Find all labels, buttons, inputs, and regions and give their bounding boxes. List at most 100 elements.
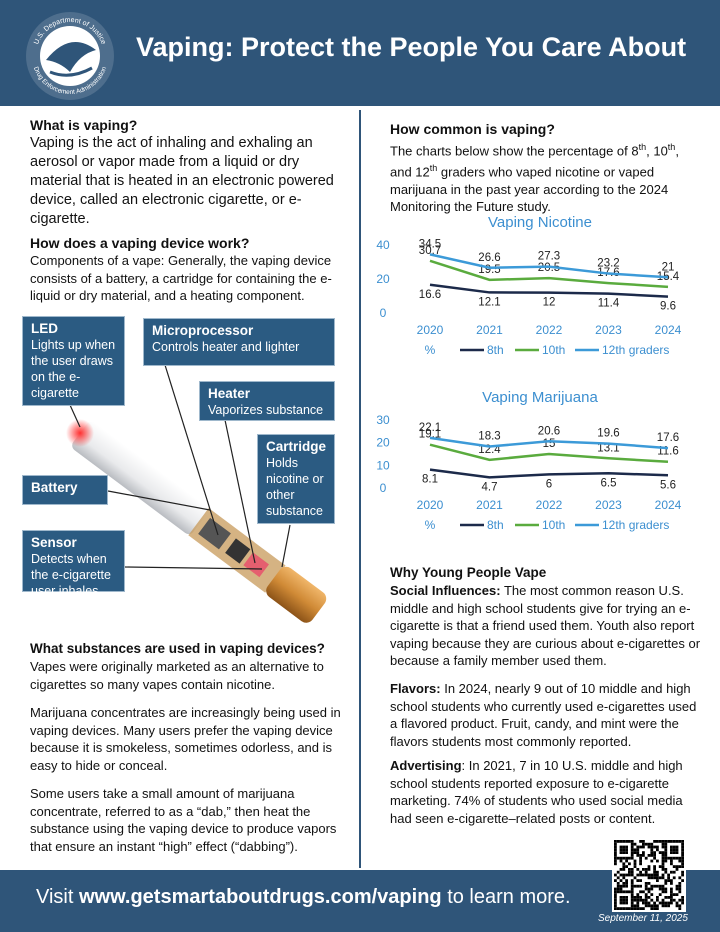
qr-cell: [614, 859, 617, 863]
qr-cell: [675, 840, 679, 843]
qr-cell: [630, 842, 634, 846]
footer-url[interactable]: www.getsmartaboutdrugs.com/vaping: [78, 886, 442, 908]
qr-cell: [681, 854, 684, 857]
qr-cell: [675, 856, 679, 860]
line: [429, 436, 669, 450]
qr-cell: [630, 840, 634, 843]
qr-cell: [614, 842, 617, 846]
qr-cell: [681, 856, 684, 860]
qr-cell: [633, 851, 637, 854]
qr-cell: [670, 870, 673, 874]
qr-cell: [647, 842, 651, 846]
text: In 2024, nearly 9 out of 10 middle and h…: [390, 681, 697, 749]
y-tick-label: 30: [376, 413, 390, 427]
qr-cell: [636, 898, 640, 902]
qr-cell: [667, 873, 670, 877]
qr-cell: [650, 842, 654, 846]
qr-cell: [670, 862, 673, 866]
qr-cell: [681, 842, 684, 846]
qr-cell: [658, 893, 662, 896]
qr-cell: [664, 896, 668, 899]
data-label: 27.3: [538, 251, 560, 263]
qr-cell: [667, 904, 670, 908]
qr-cell: [653, 907, 656, 910]
qr-cell: [614, 890, 617, 894]
divider: [359, 110, 361, 868]
qr-cell: [661, 840, 665, 843]
qr-cell: [644, 868, 648, 871]
qr-cell: [636, 884, 640, 888]
label-title: Heater: [208, 386, 251, 401]
qr-cell: [642, 854, 645, 857]
chart-title: Vaping Nicotine: [488, 214, 592, 231]
qr-cell: [658, 887, 662, 891]
qr-cell: [672, 851, 676, 854]
text: : In 2021, 7 in 10 U.S. middle and high …: [390, 758, 683, 826]
qr-cell: [650, 845, 654, 849]
qr-cell: [616, 890, 620, 894]
qr-cell: [658, 840, 662, 843]
qr-cell: [642, 842, 645, 846]
label-title: Cartridge: [266, 439, 327, 454]
data-label: 20.5: [538, 262, 560, 274]
qr-cell: [642, 840, 645, 843]
qr-cell: [661, 890, 665, 894]
qr-cell: [625, 840, 628, 843]
qr-cell: [670, 890, 673, 894]
qr-cell: [625, 865, 628, 868]
qr-cell: [658, 851, 662, 854]
qr-cell: [644, 904, 648, 908]
qr-cell: [616, 887, 620, 891]
device-diagram: [66, 364, 327, 623]
qr-cell: [630, 896, 634, 899]
data-label: 17.6: [657, 432, 679, 444]
qr-cell: [681, 845, 684, 849]
qr-cell: [633, 904, 637, 908]
qr-cell: [639, 898, 642, 902]
qr-cell: [614, 887, 617, 891]
qr-cell: [616, 870, 620, 874]
label-text: Holds nicotine or other substance: [266, 456, 324, 518]
qr-cell: [625, 873, 628, 877]
qr-cell: [672, 840, 676, 843]
footer-prefix: Visit: [36, 886, 74, 908]
qr-cell: [614, 856, 617, 860]
qr-cell: [644, 884, 648, 888]
qr-cell: [678, 898, 682, 902]
qr-cell: [630, 893, 634, 896]
data-label: 9.6: [660, 301, 676, 313]
qr-cell: [633, 862, 637, 866]
qr-cell: [622, 901, 626, 905]
qr-cell: [619, 856, 623, 860]
qr-cell: [630, 879, 634, 882]
data-label: 11.4: [598, 298, 620, 310]
qr-cell: [670, 896, 673, 899]
qr-cell: [639, 884, 642, 888]
qr-cell: [681, 870, 684, 874]
qr-cell: [622, 862, 626, 866]
qr-cell: [681, 879, 684, 882]
qr-cell: [639, 879, 642, 882]
qr-cell: [630, 854, 634, 857]
legend-label: 12th graders: [602, 518, 669, 532]
qr-cell: [675, 851, 679, 854]
qr-cell: [625, 896, 628, 899]
qr-cell: [614, 873, 617, 877]
qr-cell: [619, 873, 623, 877]
qr-cell: [650, 859, 654, 863]
qr-cell: [622, 845, 626, 849]
qr-cell: [664, 868, 668, 871]
qr-cell: [656, 898, 659, 902]
qr-cell: [675, 868, 679, 871]
qr-cell: [614, 840, 617, 843]
qr-cell: [628, 868, 631, 871]
legend-unit: %: [425, 518, 436, 532]
qr-cell: [647, 904, 651, 908]
qr-cell: [661, 854, 665, 857]
qr-cell: [630, 868, 634, 871]
qr-cell: [622, 851, 626, 854]
qr-cell: [661, 865, 665, 868]
qr-cell: [672, 893, 676, 896]
qr-cell: [656, 896, 659, 899]
qr-cell: [619, 884, 623, 888]
